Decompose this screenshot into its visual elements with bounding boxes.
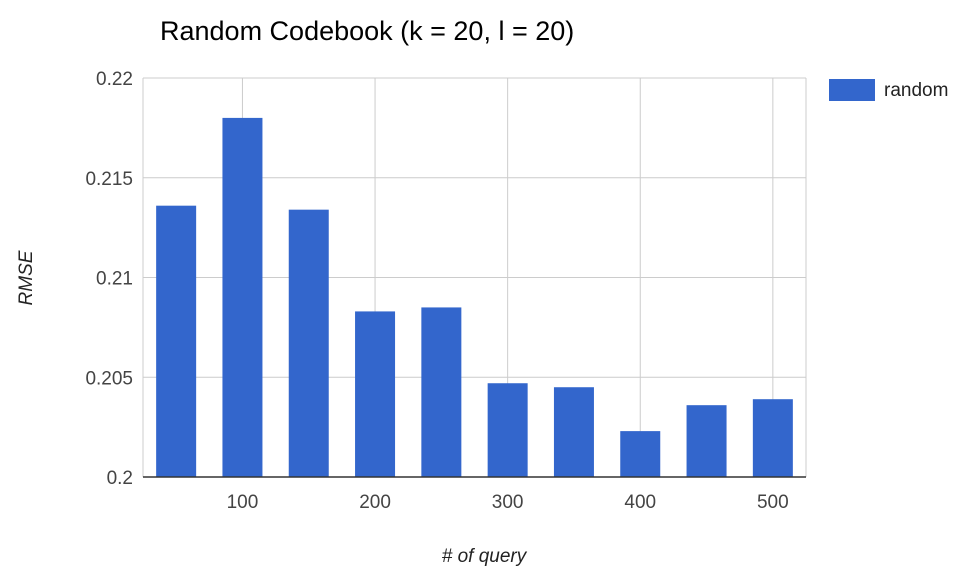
bars [156,117,793,478]
legend: random [829,79,948,101]
y-tick-labels: 0.22 0.215 0.21 0.205 0.2 [85,69,133,489]
bar [487,383,528,477]
bar [421,307,462,477]
y-tick-label: 0.21 [96,269,133,290]
y-tick-label: 0.22 [96,69,133,90]
bar [686,405,727,477]
bar [288,209,329,478]
bar [620,431,661,477]
y-tick-label: 0.2 [107,468,133,489]
legend-swatch-random [829,79,875,101]
bar [222,117,263,478]
x-tick-label: 200 [359,492,391,513]
bar [553,387,594,477]
bar [752,399,793,477]
x-tick-label: 300 [492,492,524,513]
y-tick-label: 0.215 [85,169,133,190]
chart-title: Random Codebook (k = 20, l = 20) [160,16,574,46]
x-axis-label: # of query [442,546,528,567]
bar [355,311,396,477]
x-tick-labels: 100 200 300 400 500 [227,492,789,513]
legend-label-random: random [884,80,948,101]
y-axis-label: RMSE [16,250,37,305]
x-tick-label: 100 [227,492,259,513]
x-tick-label: 400 [624,492,656,513]
x-tick-label: 500 [757,492,789,513]
bar [156,205,197,477]
y-tick-label: 0.205 [85,368,133,389]
